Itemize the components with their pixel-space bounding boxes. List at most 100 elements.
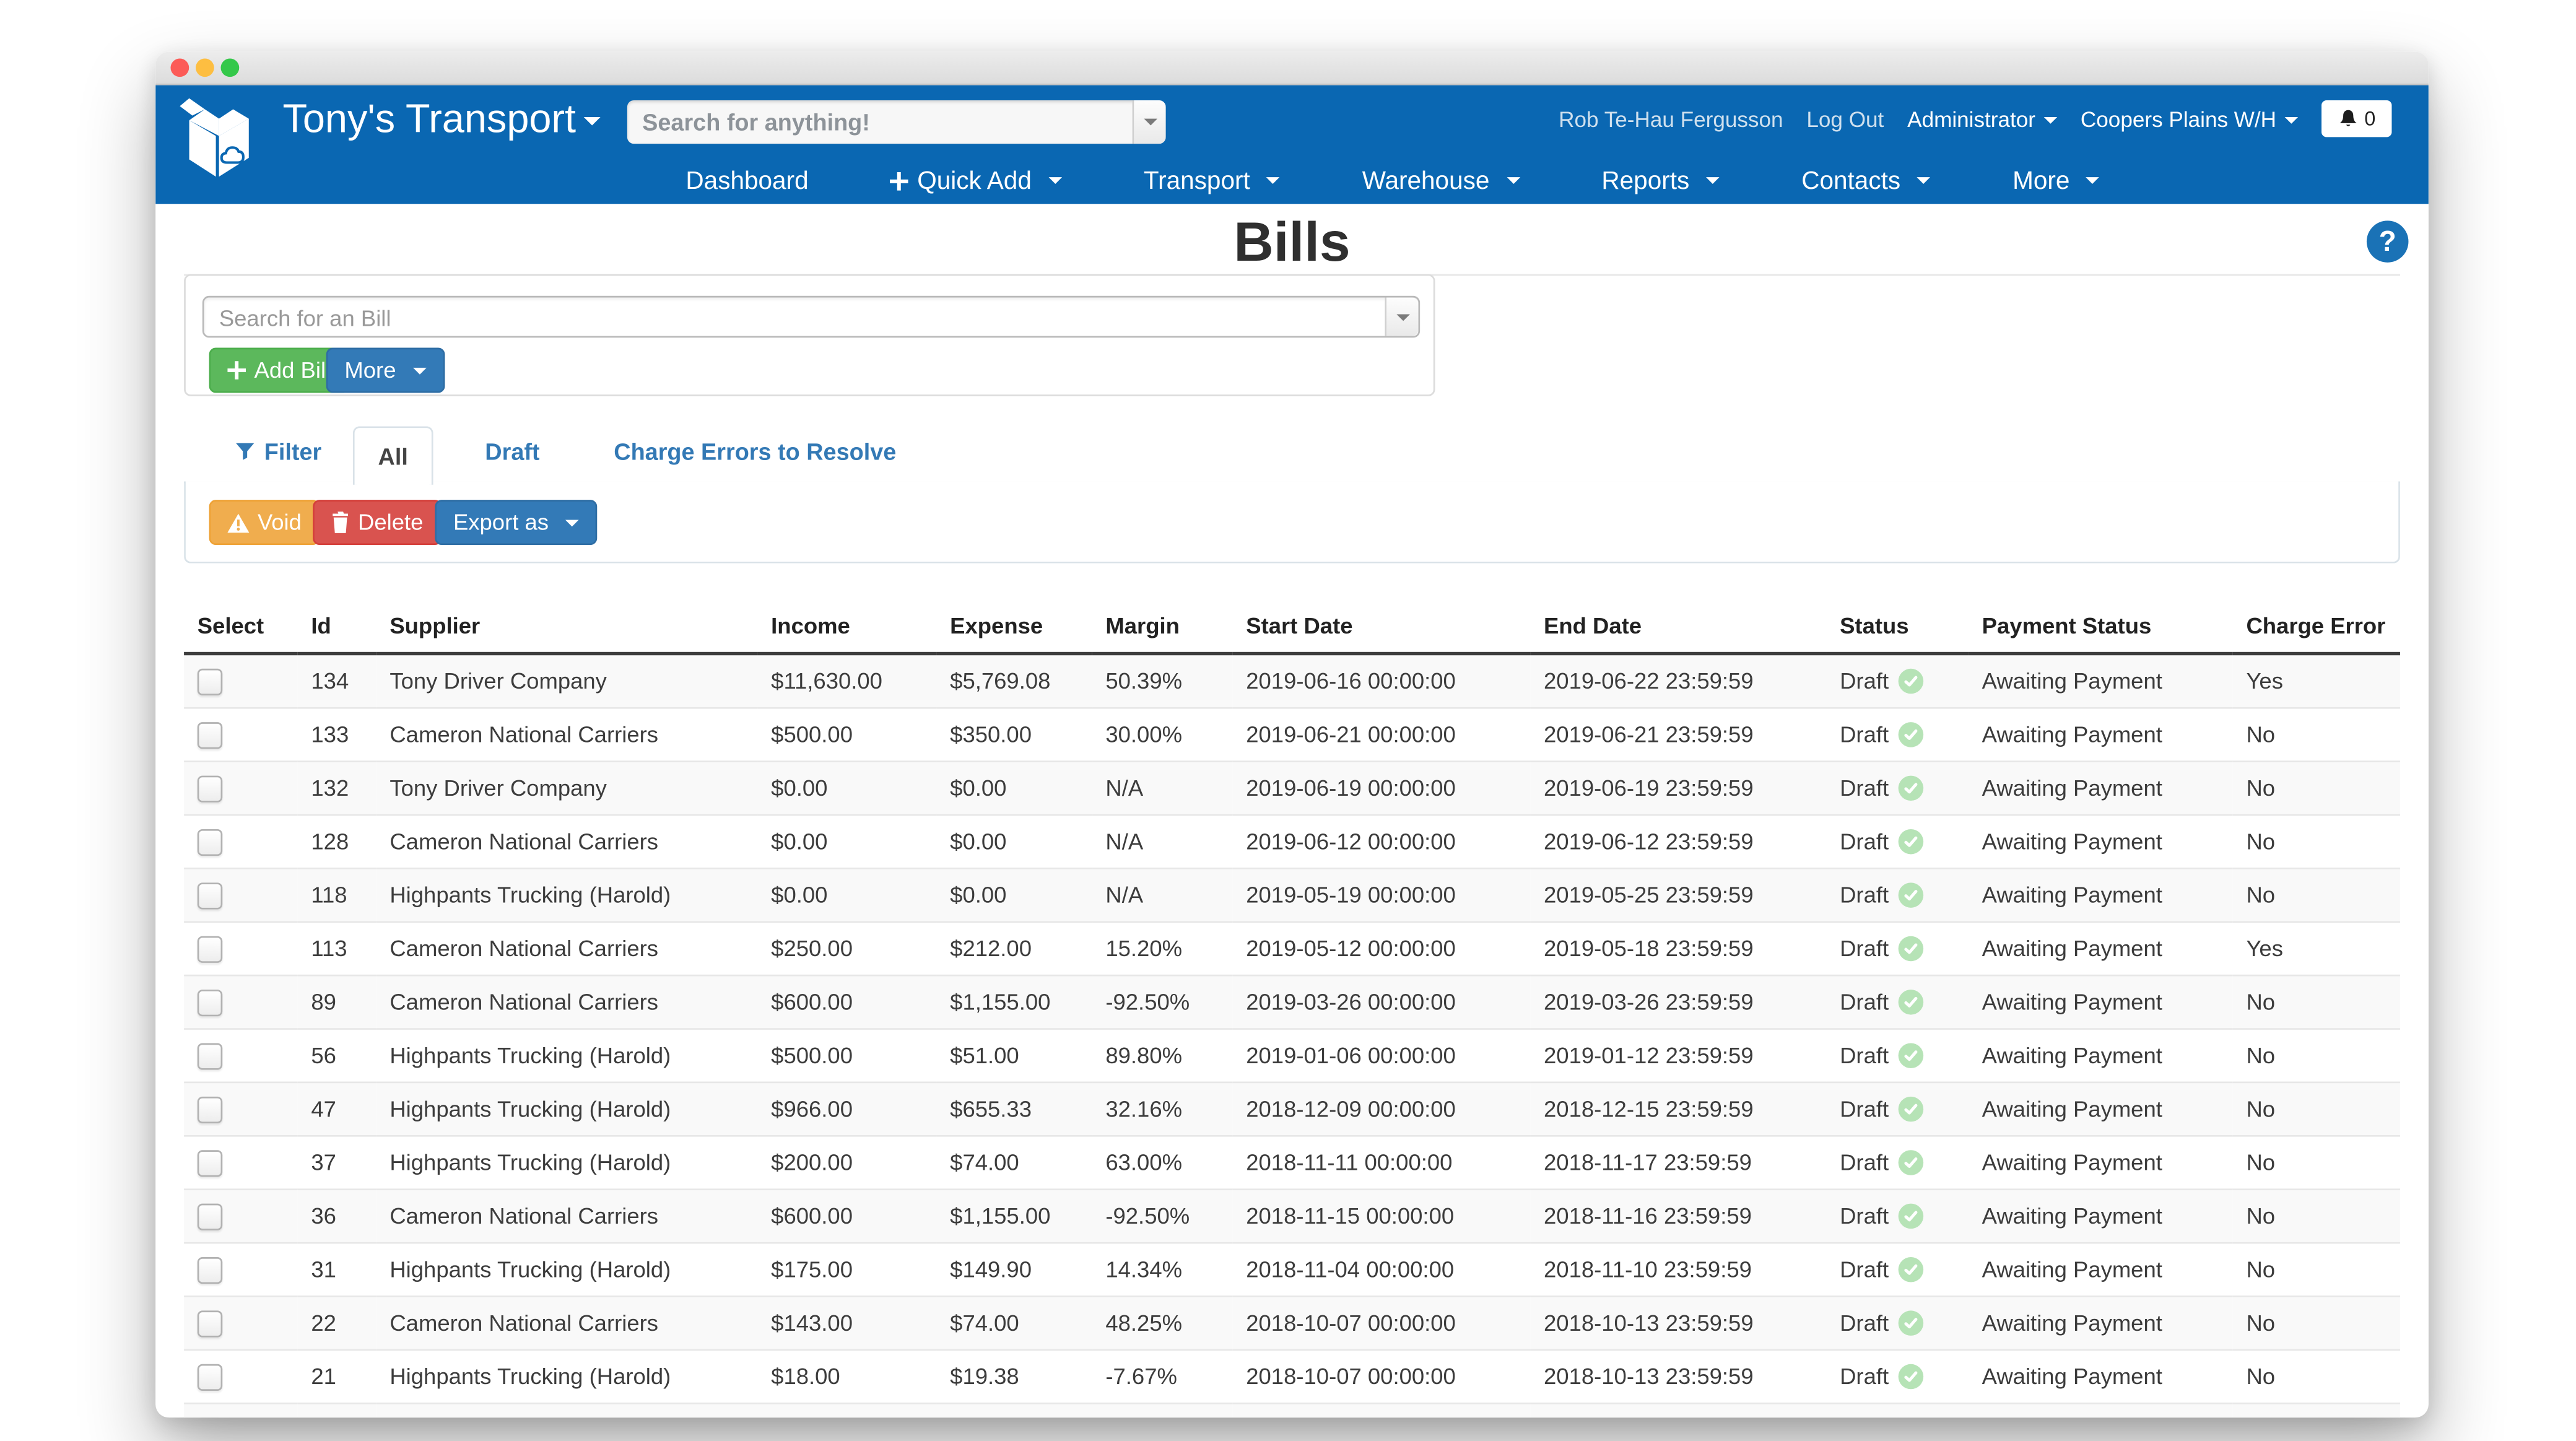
cell-start: 2019-05-12 00:00:00 [1232,921,1531,976]
minimize-window-button[interactable] [196,58,214,77]
table-row[interactable]: 21 Highpants Trucking (Harold) $18.00 $1… [184,1349,2400,1404]
plus-icon [227,361,246,380]
more-button[interactable]: More [326,347,445,393]
table-row[interactable]: 47 Highpants Trucking (Harold) $966.00 $… [184,1081,2400,1136]
col-id[interactable]: Id [297,598,376,656]
table-row[interactable]: 128 Cameron National Carriers $0.00 $0.0… [184,814,2400,869]
cell-id: 21 [297,1349,376,1404]
table-row[interactable]: 9 Highpants Trucking (Harold) $1,072.00 … [184,1402,2400,1418]
bills-table: Select Id Supplier Income Expense Margin… [184,598,2400,1418]
col-start-date[interactable]: Start Date [1232,598,1531,656]
void-button[interactable]: Void [209,500,320,546]
cell-status-wrap: Draft [1826,1081,1969,1136]
row-checkbox[interactable] [197,721,223,749]
logout-link[interactable]: Log Out [1806,106,1884,131]
user-menu-row: Rob Te-Hau Fergusson Log Out Administrat… [1559,100,2392,137]
zoom-window-button[interactable] [220,58,240,77]
table-row[interactable]: 56 Highpants Trucking (Harold) $500.00 $… [184,1028,2400,1082]
nav-more[interactable]: More [2012,167,2100,194]
cell-select [184,1402,298,1418]
tab-draft[interactable]: Draft [485,438,540,465]
table-row[interactable]: 113 Cameron National Carriers $250.00 $2… [184,921,2400,976]
col-select[interactable]: Select [184,598,298,656]
cell-payment: Awaiting Payment [1969,921,2233,976]
cell-margin: 30.00% [1092,707,1233,762]
delete-button[interactable]: Delete [313,500,442,546]
status-label: Draft [1840,722,1889,747]
cell-charge: No [2232,974,2400,1029]
row-checkbox[interactable] [197,1042,223,1069]
row-checkbox[interactable] [197,1256,223,1283]
col-status[interactable]: Status [1826,598,1969,656]
nav-transport[interactable]: Transport [1144,167,1281,194]
table-row[interactable]: 133 Cameron National Carriers $500.00 $3… [184,707,2400,762]
cell-payment: Awaiting Payment [1969,1242,2233,1297]
nav-dashboard[interactable]: Dashboard [685,167,808,195]
close-window-button[interactable] [170,58,189,77]
notifications-button[interactable]: 0 [2321,100,2392,137]
cell-expense: $19.38 [936,1349,1092,1404]
table-row[interactable]: 132 Tony Driver Company $0.00 $0.00 N/A … [184,760,2400,816]
row-checkbox[interactable] [197,1363,223,1390]
cell-payment: Awaiting Payment [1969,974,2233,1029]
user-name-link[interactable]: Rob Te-Hau Fergusson [1559,106,1783,131]
tab-all[interactable]: All [352,426,433,485]
nav-reports[interactable]: Reports [1601,167,1720,194]
cell-end: 2019-06-19 23:59:59 [1530,760,1827,816]
help-icon[interactable]: ? [2366,220,2409,263]
table-row[interactable]: 36 Cameron National Carriers $600.00 $1,… [184,1188,2400,1243]
table-row[interactable]: 118 Highpants Trucking (Harold) $0.00 $0… [184,868,2400,922]
table-row[interactable]: 37 Highpants Trucking (Harold) $200.00 $… [184,1134,2400,1190]
col-end-date[interactable]: End Date [1530,598,1827,656]
cell-supplier: Tony Driver Company [376,760,758,816]
col-payment-status[interactable]: Payment Status [1969,598,2233,656]
filter-link[interactable]: Filter [235,438,322,465]
table-row[interactable]: 134 Tony Driver Company $11,630.00 $5,76… [184,653,2400,708]
nav-contacts[interactable]: Contacts [1801,167,1931,194]
row-checkbox[interactable] [197,668,223,695]
check-circle-icon [1899,668,1924,694]
bill-search-select[interactable]: Search for an Bill [202,295,1421,338]
cell-income: $18.00 [757,1349,937,1404]
cell-end: 2019-05-25 23:59:59 [1530,868,1827,922]
row-checkbox[interactable] [197,1149,223,1177]
col-income[interactable]: Income [757,598,937,656]
col-supplier[interactable]: Supplier [376,598,758,656]
warehouse-dropdown[interactable]: Coopers Plains W/H [2081,106,2299,131]
row-checkbox[interactable] [197,881,223,909]
global-search-dropdown-toggle[interactable] [1132,100,1166,144]
col-expense[interactable]: Expense [936,598,1092,656]
nav-quick-add[interactable]: Quick Add [890,167,1062,194]
row-checkbox[interactable] [197,1095,223,1123]
row-checkbox[interactable] [197,775,223,802]
trash-icon [333,512,349,533]
cell-margin: 63.00% [1092,1134,1233,1190]
table-row[interactable]: 22 Cameron National Carriers $143.00 $74… [184,1295,2400,1350]
table-header-row: Select Id Supplier Income Expense Margin… [184,598,2400,656]
bill-search-dropdown-toggle[interactable] [1385,297,1419,336]
row-checkbox[interactable] [197,1203,223,1230]
cell-select [184,814,298,869]
cell-supplier: Highpants Trucking (Harold) [376,1402,758,1418]
row-checkbox[interactable] [197,828,223,855]
export-as-button[interactable]: Export as [435,500,598,546]
tab-charge-errors[interactable]: Charge Errors to Resolve [614,438,897,465]
table-row[interactable]: 31 Highpants Trucking (Harold) $175.00 $… [184,1242,2400,1297]
col-charge-error[interactable]: Charge Error [2232,598,2400,656]
plus-icon [890,171,909,190]
col-margin[interactable]: Margin [1092,598,1233,656]
filter-label: Filter [264,438,322,465]
app-logo-icon[interactable] [167,94,268,194]
row-checkbox[interactable] [197,988,223,1016]
table-row[interactable]: 89 Cameron National Carriers $600.00 $1,… [184,974,2400,1029]
global-search-input[interactable]: Search for anything! [627,100,1166,144]
row-checkbox[interactable] [197,1310,223,1337]
chevron-down-icon [2086,177,2100,184]
chevron-down-icon [584,117,601,126]
row-checkbox[interactable] [197,935,223,962]
role-dropdown[interactable]: Administrator [1907,106,2058,131]
cell-end: 2019-05-18 23:59:59 [1530,921,1827,976]
nav-warehouse[interactable]: Warehouse [1362,167,1520,194]
add-bill-button[interactable]: Add Bill [209,347,349,393]
brand-menu[interactable]: Tony's Transport [282,97,601,144]
